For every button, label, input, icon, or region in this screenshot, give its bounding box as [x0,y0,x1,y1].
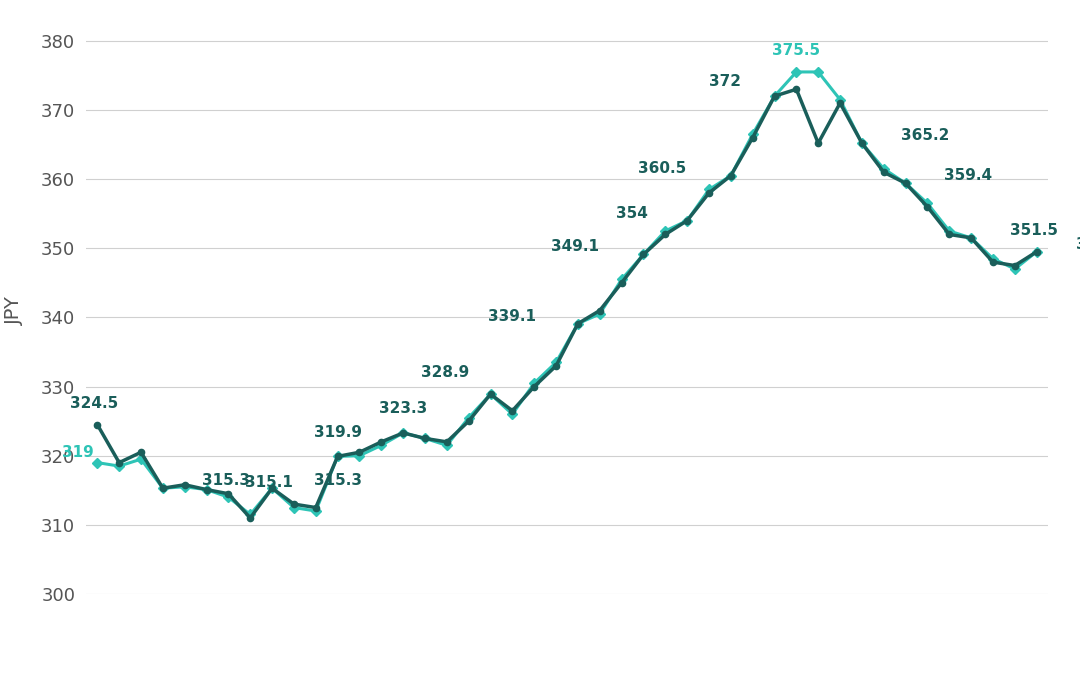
Text: 319: 319 [63,445,94,460]
Text: 339.1: 339.1 [488,308,537,323]
Text: 315.3: 315.3 [202,473,249,488]
Text: 323.3: 323.3 [379,401,428,416]
Text: 324.5: 324.5 [70,396,119,410]
Text: 372: 372 [710,74,741,89]
Y-axis label: JPY: JPY [5,296,25,325]
Text: 359.4: 359.4 [945,168,993,184]
Text: 315.3: 315.3 [314,473,362,488]
Text: 375.5: 375.5 [772,43,821,58]
Text: 360.5: 360.5 [638,161,687,176]
Text: 365.2: 365.2 [901,128,949,143]
Text: 354: 354 [617,206,648,221]
Text: 328.9: 328.9 [421,365,470,380]
Text: 349.1: 349.1 [551,240,599,254]
Text: 315.1: 315.1 [245,475,294,489]
Text: 319.9: 319.9 [313,425,362,439]
Text: 351.5: 351.5 [1010,223,1058,238]
Text: 349.5: 349.5 [1076,237,1080,252]
